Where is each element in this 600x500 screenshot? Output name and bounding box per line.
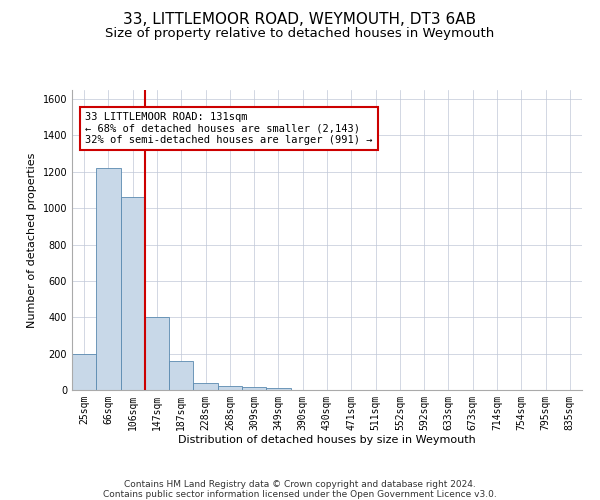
Bar: [193, 382, 218, 390]
Bar: [242, 388, 266, 390]
Bar: [72, 354, 96, 390]
Text: 33, LITTLEMOOR ROAD, WEYMOUTH, DT3 6AB: 33, LITTLEMOOR ROAD, WEYMOUTH, DT3 6AB: [124, 12, 476, 28]
Text: Size of property relative to detached houses in Weymouth: Size of property relative to detached ho…: [106, 28, 494, 40]
Bar: [169, 361, 193, 390]
Text: Contains HM Land Registry data © Crown copyright and database right 2024.: Contains HM Land Registry data © Crown c…: [124, 480, 476, 489]
Text: Contains public sector information licensed under the Open Government Licence v3: Contains public sector information licen…: [103, 490, 497, 499]
Bar: [218, 386, 242, 390]
Bar: [121, 198, 145, 390]
Y-axis label: Number of detached properties: Number of detached properties: [27, 152, 37, 328]
Text: 33 LITTLEMOOR ROAD: 131sqm
← 68% of detached houses are smaller (2,143)
32% of s: 33 LITTLEMOOR ROAD: 131sqm ← 68% of deta…: [85, 112, 373, 145]
Bar: [266, 388, 290, 390]
Text: Distribution of detached houses by size in Weymouth: Distribution of detached houses by size …: [178, 435, 476, 445]
Bar: [145, 318, 169, 390]
Bar: [96, 168, 121, 390]
